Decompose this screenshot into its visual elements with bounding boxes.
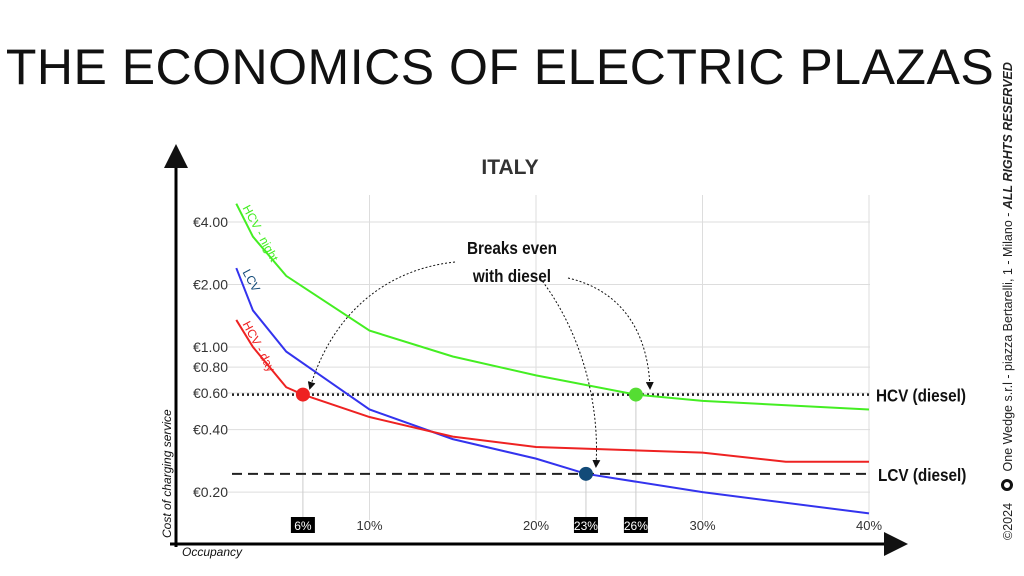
y-tick-label: €4.00 [193, 214, 228, 230]
y-tick-label: €0.60 [193, 385, 228, 401]
y-tick-label: €0.40 [193, 422, 228, 438]
x-tick-label: 30% [689, 518, 715, 533]
breakeven-label-bg [290, 517, 315, 533]
chart-title: ITALY [481, 156, 538, 179]
series-label: LCV [240, 267, 263, 294]
x-tick-label: 10% [356, 518, 382, 533]
breakeven-label-bg [623, 517, 648, 533]
y-tick-label: €0.80 [193, 359, 228, 375]
y-tick-label: €1.00 [193, 339, 228, 355]
annotation-arrow-6 [307, 261, 456, 390]
reference-label: LCV (diesel) [878, 465, 966, 485]
x-tick-label: 40% [856, 518, 882, 533]
breakeven-point [578, 466, 593, 481]
y-tick-label: €0.20 [193, 484, 228, 500]
annotation-arrow-23 [539, 277, 601, 468]
series-line [235, 267, 870, 515]
y-axis-label: Cost of charging service [160, 409, 174, 538]
breakeven-label-bg [573, 517, 598, 533]
y-tick-label: €2.00 [193, 277, 228, 293]
x-tick-label: 20% [523, 518, 549, 533]
series-line [235, 319, 869, 463]
slide-title: THE ECONOMICS OF ELECTRIC PLAZAS [5, 39, 995, 95]
annotation-arrow-26 [567, 277, 654, 390]
breakeven-point [295, 387, 310, 402]
series-label: HCV - night [240, 203, 282, 265]
x-axis-label: Occupancy [182, 545, 243, 559]
breakeven-label: 26% [624, 519, 648, 533]
breakeven-label: 23% [574, 519, 598, 533]
breakeven-point [628, 387, 643, 402]
breakeven-label: 6% [294, 519, 312, 533]
reference-label: HCV (diesel) [876, 385, 966, 405]
annotation-line-1: Breaks even [467, 238, 557, 258]
series-line [235, 203, 870, 411]
annotation-line-2: with diesel [472, 266, 551, 286]
